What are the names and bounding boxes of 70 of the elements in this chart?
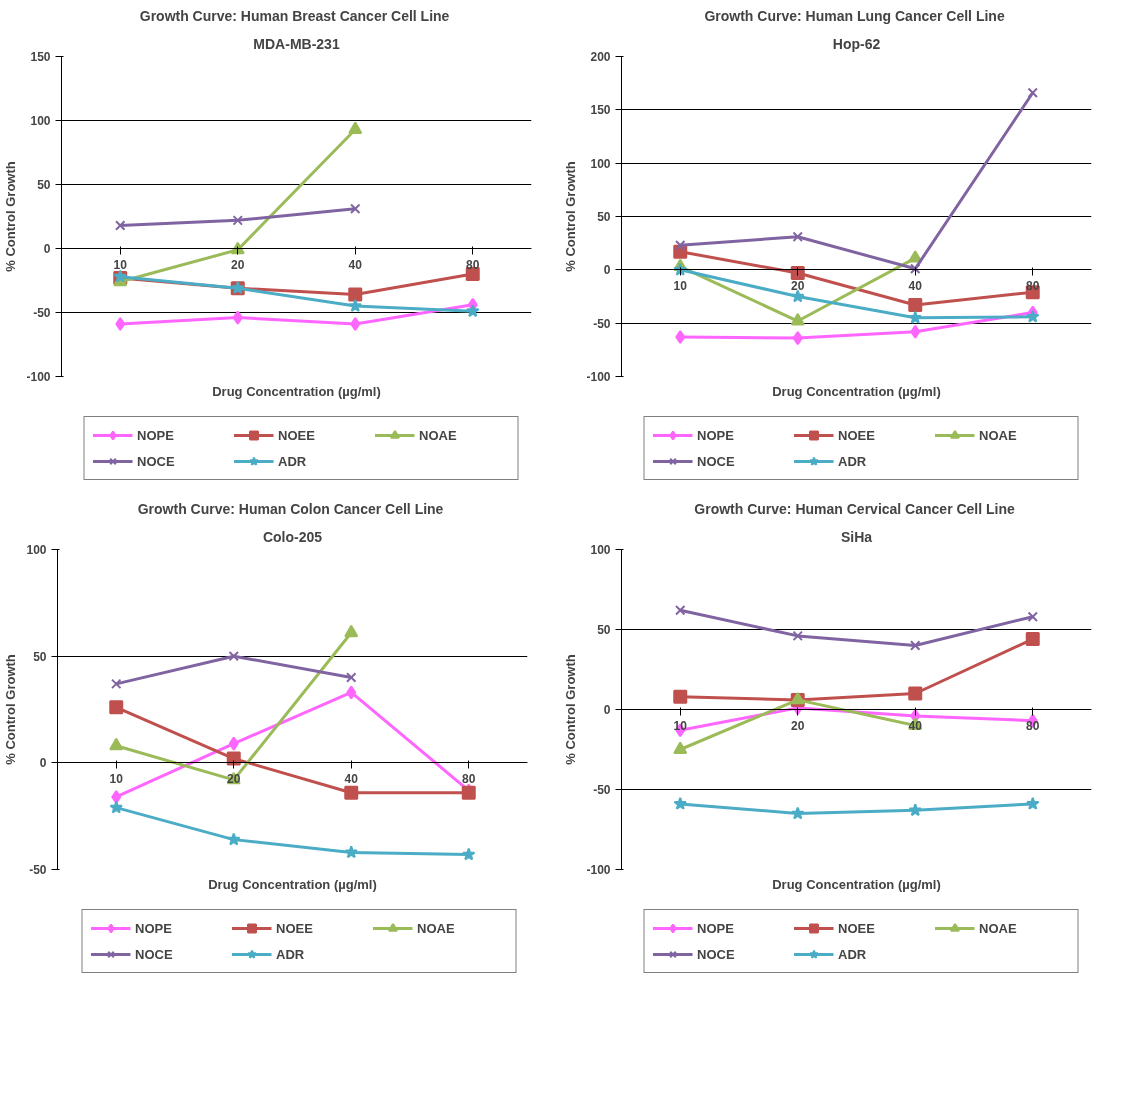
x-tick-label: 10 — [113, 257, 128, 272]
y-tick-label: 0 — [39, 756, 47, 771]
y-tick-label: -50 — [593, 783, 611, 797]
chart-title: Growth Curve: Human Cervical Cancer Cell Line — [694, 500, 1016, 517]
y-tick-label: -100 — [586, 863, 611, 877]
x-tick-label: 10 — [109, 771, 124, 786]
y-tick-label: 50 — [37, 178, 51, 192]
y-tick-label: 0 — [43, 242, 51, 256]
y-tick-label: -50 — [593, 316, 611, 331]
legend-label: NOEE — [276, 920, 314, 936]
y-axis-title: % Control Growth — [3, 654, 19, 765]
chart-subtitle: Colo-205 — [262, 528, 323, 545]
x-axis-title: Drug Concentration (µg/ml) — [212, 383, 381, 399]
legend-label: ADR — [278, 453, 308, 469]
x-tick-label: 10 — [673, 278, 688, 293]
x-tick-label: 40 — [348, 257, 363, 272]
legend-label: NOPE — [135, 920, 173, 936]
x-tick-label: 40 — [344, 771, 359, 786]
x-tick-label: 80 — [1026, 718, 1040, 733]
chart-subtitle: Hop-62 — [832, 35, 881, 52]
y-tick-label: -50 — [29, 863, 47, 877]
y-tick-label: 150 — [590, 103, 611, 118]
y-tick-label: 0 — [603, 703, 611, 717]
legend-label: NOAE — [979, 920, 1018, 936]
legend-label: NOCE — [135, 946, 174, 962]
legend-label: ADR — [838, 453, 868, 469]
y-tick-label: -100 — [26, 370, 51, 384]
x-axis-title: Drug Concentration (µg/ml) — [208, 876, 377, 892]
chart-subtitle: SiHa — [840, 528, 873, 545]
y-axis-title: % Control Growth — [563, 161, 579, 272]
legend-label: NOPE — [137, 427, 175, 443]
chart-subtitle: MDA-MB-231 — [253, 35, 340, 52]
y-tick-label: -100 — [586, 370, 611, 384]
legend-label: NOCE — [697, 946, 736, 962]
x-axis-title: Drug Concentration (µg/ml) — [772, 383, 941, 399]
x-tick-label: 20 — [227, 771, 241, 786]
y-tick-label: 50 — [597, 623, 611, 637]
legend-label: ADR — [276, 946, 306, 962]
x-tick-label: 40 — [908, 278, 923, 293]
x-tick-label: 20 — [231, 257, 245, 272]
chart-title: Growth Curve: Human Colon Cancer Cell Line — [137, 500, 444, 517]
x-axis-title: Drug Concentration (µg/ml) — [772, 876, 941, 892]
legend-label: NOCE — [137, 453, 176, 469]
legend-label: NOAE — [419, 427, 458, 443]
y-tick-label: 50 — [33, 649, 47, 664]
y-tick-label: 100 — [590, 156, 611, 171]
legend-label: ADR — [838, 946, 868, 962]
legend-label: NOEE — [838, 427, 876, 443]
legend-label: NOAE — [979, 427, 1018, 443]
y-tick-label: -50 — [33, 306, 51, 320]
y-tick-label: 100 — [26, 543, 47, 557]
chart-title: Growth Curve: Human Breast Cancer Cell Line — [139, 7, 450, 24]
legend-label: NOEE — [838, 920, 876, 936]
legend-label: NOAE — [417, 920, 456, 936]
legend-label: NOPE — [697, 920, 735, 936]
y-tick-label: 0 — [603, 263, 611, 278]
y-tick-label: 200 — [590, 50, 611, 64]
x-tick-label: 80 — [462, 771, 476, 786]
legend-label: NOEE — [278, 427, 316, 443]
y-tick-label: 100 — [590, 543, 611, 557]
y-tick-label: 100 — [30, 114, 51, 128]
y-tick-label: 50 — [597, 210, 611, 224]
chart-title: Growth Curve: Human Lung Cancer Cell Line — [704, 7, 1005, 24]
legend-label: NOCE — [697, 453, 736, 469]
y-axis-title: % Control Growth — [3, 161, 19, 272]
x-tick-label: 20 — [791, 278, 805, 293]
y-tick-label: 150 — [30, 50, 51, 64]
y-axis-title: % Control Growth — [563, 654, 579, 765]
legend-label: NOPE — [697, 427, 735, 443]
x-tick-label: 20 — [791, 718, 805, 733]
